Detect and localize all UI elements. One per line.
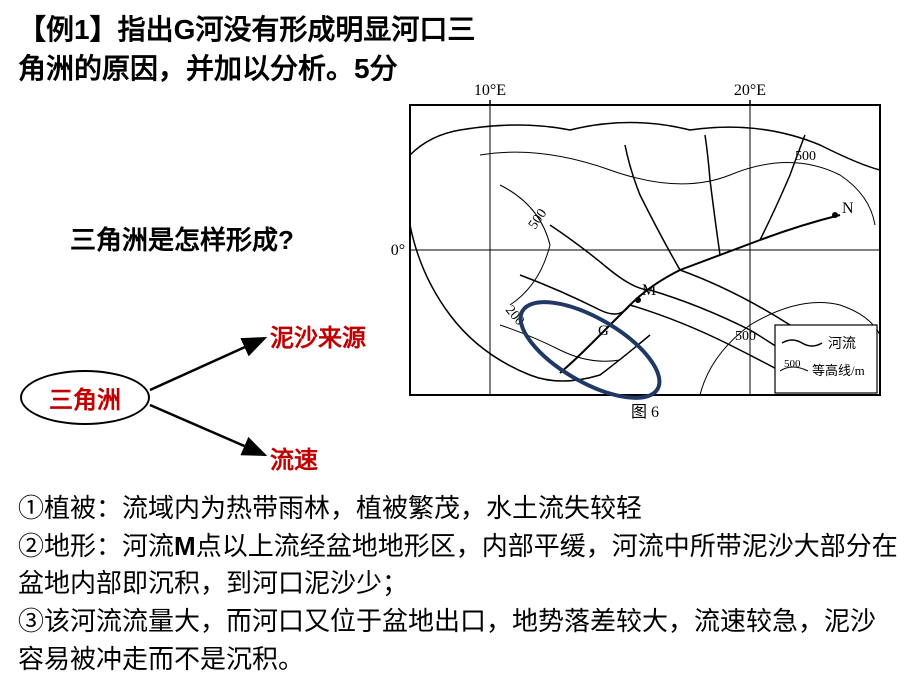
map-caption: 图 6 bbox=[631, 404, 659, 421]
a3-body: 该河流流量大，而河口又位于盆地出口，地势落差较大，流速较急，泥沙容易被冲走而不是… bbox=[18, 606, 876, 674]
point-g-label: G bbox=[598, 323, 609, 339]
a2-prefix: ②地形： bbox=[18, 531, 122, 561]
point-m-label: M bbox=[642, 282, 656, 299]
answer-2: ②地形：河流M点以上流经盆地地形区，内部平缓，河流中所带泥沙大部分在盆地内部即沉… bbox=[18, 528, 902, 603]
legend-contour-label: 等高线/m bbox=[812, 363, 865, 378]
title-l1-rest: 指出G河没有形成明显河口三 bbox=[118, 14, 476, 45]
a1-body: 流域内为热带雨林，植被繁茂，水土流失较轻 bbox=[122, 493, 642, 523]
geography-map: 10°E 20°E 0° 500 500 500 200 N M bbox=[380, 75, 900, 425]
lon-label-20e: 20°E bbox=[734, 82, 766, 99]
arrow-to-sediment bbox=[150, 338, 265, 390]
a2-body-a: 河流 bbox=[122, 531, 174, 561]
legend-contour-sample: 500 bbox=[784, 358, 801, 370]
branch-flow-velocity: 流速 bbox=[270, 440, 318, 475]
legend-river-label: 河流 bbox=[828, 336, 856, 352]
map-svg: 10°E 20°E 0° 500 500 500 200 N M bbox=[380, 75, 900, 425]
answer-3: ③该河流流量大，而河口又位于盆地出口，地势落差较大，流速较急，泥沙容易被冲走而不… bbox=[18, 603, 902, 678]
point-n-label: N bbox=[842, 200, 854, 217]
concept-node-delta: 三角洲 bbox=[20, 370, 150, 425]
a3-prefix: ③ bbox=[18, 606, 44, 636]
answer-1: ①植被：流域内为热带雨林，植被繁茂，水土流失较轻 bbox=[18, 490, 902, 528]
sub-question: 三角洲是怎样形成? bbox=[70, 220, 294, 257]
point-m-dot bbox=[635, 297, 641, 303]
title-l1-prefix: 【例1】 bbox=[18, 14, 118, 45]
concept-map: 三角洲 泥沙来源 流速 bbox=[10, 300, 380, 480]
contour-val-500c: 500 bbox=[735, 329, 756, 344]
lon-label-10e: 10°E bbox=[474, 82, 506, 99]
a1-prefix: ①植被： bbox=[18, 493, 122, 523]
a2-body-m: M bbox=[174, 531, 196, 561]
concept-node-label: 三角洲 bbox=[49, 380, 121, 415]
point-n-dot bbox=[832, 212, 838, 218]
title-l2-prefix: 角洲的原因，并加以分析。 bbox=[18, 53, 354, 84]
branch-sediment-source: 泥沙来源 bbox=[270, 318, 366, 353]
arrow-to-velocity bbox=[150, 405, 265, 455]
answer-block: ①植被：流域内为热带雨林，植被繁茂，水土流失较轻 ②地形：河流M点以上流经盆地地… bbox=[18, 490, 902, 678]
contour-val-500a: 500 bbox=[795, 149, 816, 164]
lat-label-0: 0° bbox=[391, 242, 405, 259]
